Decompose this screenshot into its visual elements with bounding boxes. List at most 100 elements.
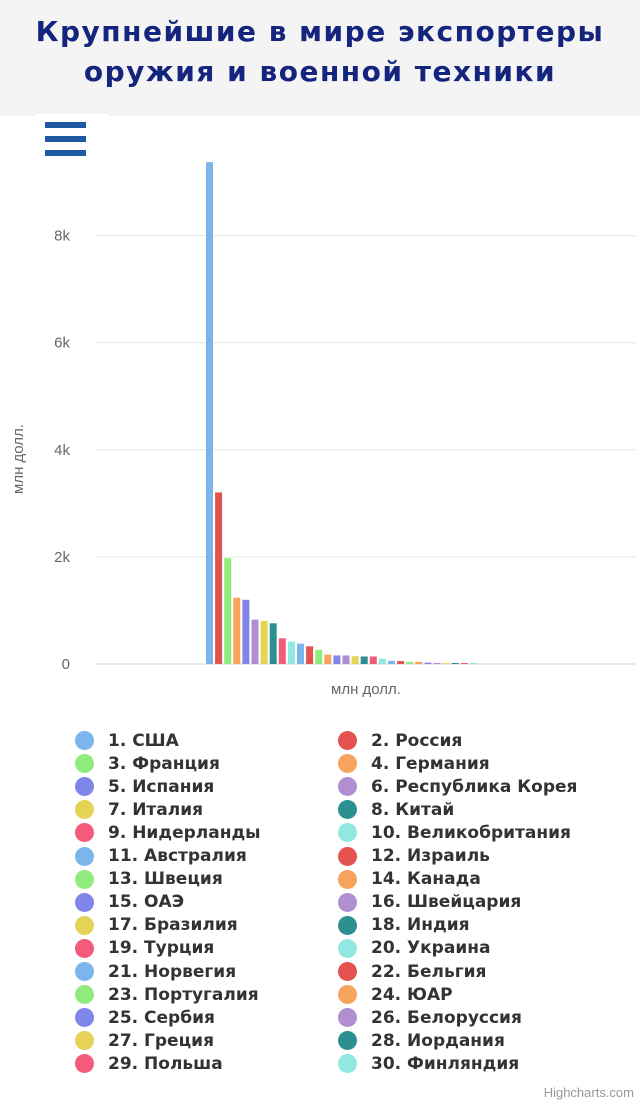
legend-marker bbox=[338, 962, 357, 981]
legend-marker bbox=[338, 1008, 357, 1028]
legend-marker bbox=[75, 777, 94, 797]
legend-label: 24. ЮАР bbox=[371, 984, 453, 1005]
legend-item[interactable]: 9. Нидерланды bbox=[75, 821, 261, 844]
legend-label: 5. Испания bbox=[108, 776, 215, 797]
bar-13 bbox=[315, 649, 323, 664]
legend-item[interactable]: 10. Великобритания bbox=[338, 821, 571, 844]
legend-item[interactable]: 16. Швейцария bbox=[338, 891, 521, 914]
bar-21 bbox=[388, 660, 395, 664]
legend-item[interactable]: 11. Австралия bbox=[75, 845, 247, 868]
legend-item[interactable]: 13. Швеция bbox=[75, 868, 223, 891]
legend-marker bbox=[75, 938, 94, 958]
legend-marker bbox=[338, 731, 357, 750]
legend-item[interactable]: 6. Республика Корея bbox=[338, 775, 577, 798]
legend-marker bbox=[338, 869, 357, 889]
legend-marker bbox=[338, 777, 357, 797]
legend-marker bbox=[338, 1054, 357, 1074]
legend-marker bbox=[75, 915, 94, 935]
bar-7 bbox=[260, 620, 268, 664]
legend-marker bbox=[338, 985, 357, 1005]
bar-3 bbox=[224, 558, 232, 664]
bar-5 bbox=[242, 599, 250, 664]
highcharts-credits[interactable]: Highcharts.com bbox=[543, 1085, 634, 1100]
bar-19 bbox=[369, 656, 377, 664]
legend-marker bbox=[338, 846, 357, 866]
bar-2 bbox=[215, 492, 223, 664]
bar-4 bbox=[233, 597, 241, 664]
legend-item[interactable]: 20. Украина bbox=[338, 937, 490, 960]
legend-item[interactable]: 18. Индия bbox=[338, 914, 470, 937]
legend-item[interactable]: 24. ЮАР bbox=[338, 983, 453, 1006]
legend-label: 17. Бразилия bbox=[108, 915, 238, 936]
bar-25 bbox=[424, 662, 432, 664]
legend-label: 8. Китай bbox=[371, 799, 455, 820]
legend-item[interactable]: 15. ОАЭ bbox=[75, 891, 184, 914]
chart-menu-button[interactable] bbox=[36, 114, 108, 164]
legend-item[interactable]: 5. Испания bbox=[75, 775, 214, 798]
bar-9 bbox=[278, 638, 286, 664]
legend-marker bbox=[75, 892, 94, 912]
legend-marker bbox=[75, 1054, 94, 1074]
legend-marker bbox=[338, 892, 357, 912]
bar-10 bbox=[287, 641, 295, 664]
legend-item[interactable]: 21. Норвегия bbox=[75, 960, 236, 983]
legend-item[interactable]: 19. Турция bbox=[75, 937, 214, 960]
y-tick-label: 4k bbox=[54, 442, 70, 459]
bar-chart: 0 2k 4k 6k 8k млн долл. млн долл. bbox=[10, 162, 636, 698]
legend-label: 18. Индия bbox=[371, 915, 470, 936]
legend-item[interactable]: 8. Китай bbox=[338, 798, 454, 821]
legend-label: 11. Австралия bbox=[108, 846, 247, 866]
y-tick-label: 0 bbox=[62, 656, 70, 673]
legend-item[interactable]: 26. Белоруссия bbox=[338, 1006, 522, 1029]
bar-24 bbox=[415, 661, 423, 664]
bar-8 bbox=[269, 623, 277, 664]
legend-label: 13. Швеция bbox=[108, 869, 223, 890]
legend-label: 12. Израиль bbox=[371, 846, 490, 866]
legend-item[interactable]: 2. Россия bbox=[338, 729, 462, 752]
legend-label: 23. Португалия bbox=[108, 984, 259, 1005]
legend-item[interactable]: 14. Канада bbox=[338, 868, 481, 891]
y-axis-title: млн долл. bbox=[10, 424, 27, 494]
legend-label: 28. Иордания bbox=[371, 1030, 505, 1051]
legend-marker bbox=[338, 938, 357, 958]
legend-label: 29. Польша bbox=[108, 1053, 223, 1074]
bar-14 bbox=[324, 654, 332, 664]
legend-label: 1. США bbox=[108, 730, 179, 751]
legend-label: 9. Нидерланды bbox=[108, 822, 261, 843]
legend-label: 14. Канада bbox=[371, 869, 481, 890]
legend-item[interactable]: 29. Польша bbox=[75, 1052, 223, 1075]
legend-label: 10. Великобритания bbox=[371, 822, 571, 843]
legend-marker bbox=[75, 754, 94, 774]
legend-item[interactable]: 27. Греция bbox=[75, 1029, 214, 1052]
legend-label: 4. Германия bbox=[371, 753, 490, 774]
bar-6 bbox=[251, 619, 259, 664]
legend-item[interactable]: 1. США bbox=[75, 729, 179, 752]
legend-marker bbox=[75, 985, 94, 1005]
bar-18 bbox=[360, 656, 368, 664]
chart-title-line-2: оружия и военной техники bbox=[83, 55, 557, 88]
legend-label: 16. Швейцария bbox=[371, 892, 522, 913]
legend-item[interactable]: 25. Сербия bbox=[75, 1006, 215, 1029]
legend-item[interactable]: 23. Португалия bbox=[75, 983, 259, 1006]
legend-item[interactable]: 30. Финляндия bbox=[338, 1052, 519, 1075]
legend-item[interactable]: 4. Германия bbox=[338, 752, 490, 775]
bar-27 bbox=[442, 663, 450, 664]
bar-16 bbox=[342, 655, 350, 664]
legend-marker bbox=[338, 823, 357, 843]
bar-23 bbox=[406, 661, 414, 664]
legend-label: 22. Бельгия bbox=[371, 961, 487, 982]
legend-item[interactable]: 17. Бразилия bbox=[75, 914, 238, 937]
legend-item[interactable]: 7. Италия bbox=[75, 798, 203, 821]
legend-marker bbox=[75, 823, 94, 843]
legend-item[interactable]: 12. Израиль bbox=[338, 845, 490, 868]
x-axis-label: млн долл. bbox=[331, 681, 401, 698]
legend-item[interactable]: 3. Франция bbox=[75, 752, 220, 775]
legend-marker bbox=[75, 869, 94, 889]
legend-item[interactable]: 22. Бельгия bbox=[338, 960, 486, 983]
legend-label: 7. Италия bbox=[108, 799, 204, 820]
y-tick-label: 2k bbox=[54, 549, 70, 566]
legend-marker bbox=[338, 754, 357, 774]
legend-item[interactable]: 28. Иордания bbox=[338, 1029, 505, 1052]
bar-17 bbox=[351, 656, 359, 664]
legend-label: 26. Белоруссия bbox=[371, 1007, 522, 1028]
